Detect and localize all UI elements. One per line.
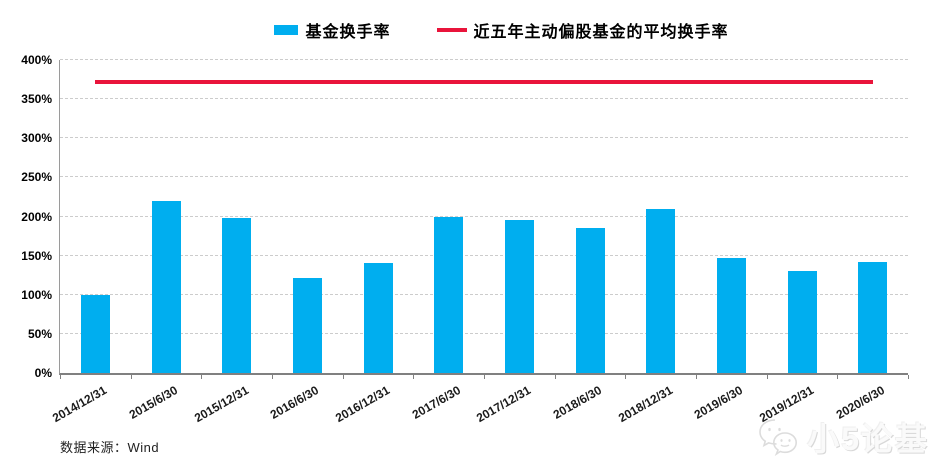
bar-2017/12/31[interactable] bbox=[504, 220, 534, 373]
x-axis-tick bbox=[625, 375, 627, 379]
bar-2015/12/31[interactable] bbox=[222, 218, 252, 373]
y-axis-label: 150% bbox=[21, 248, 52, 263]
y-axis-label: 300% bbox=[21, 131, 52, 146]
legend-label-bar-series: 基金换手率 bbox=[305, 24, 391, 41]
bar-2018/12/31[interactable] bbox=[646, 209, 676, 373]
x-axis-tick bbox=[201, 375, 203, 379]
x-axis-tick bbox=[484, 375, 485, 379]
legend-item-bar-series[interactable]: 基金换手率 bbox=[274, 18, 390, 42]
x-axis-label: 2018/12/31 bbox=[615, 383, 675, 426]
gridline bbox=[60, 137, 908, 139]
legend: 基金换手率 近五年主动偏股基金的平均换手率 bbox=[70, 18, 933, 42]
gridline bbox=[60, 254, 908, 256]
bar-2015/6/30[interactable] bbox=[151, 200, 181, 373]
gridline bbox=[60, 215, 908, 217]
x-axis-label: 2017/12/31 bbox=[474, 383, 534, 426]
plot-area bbox=[59, 59, 909, 379]
gridline bbox=[60, 98, 908, 100]
watermark: 小5论基 bbox=[757, 414, 929, 460]
bar-2019/6/30[interactable] bbox=[716, 257, 746, 373]
line-series-swatch-icon bbox=[436, 28, 467, 32]
x-axis-tick bbox=[342, 375, 344, 379]
legend-label-line-series: 近五年主动偏股基金的平均换手率 bbox=[473, 24, 729, 41]
x-axis-label: 2015/12/31 bbox=[191, 383, 251, 426]
x-axis-label: 2014/12/31 bbox=[50, 383, 110, 426]
x-axis-label: 2017/6/30 bbox=[409, 383, 463, 422]
y-axis-label: 250% bbox=[21, 170, 52, 185]
bar-2020/6/30[interactable] bbox=[858, 261, 888, 373]
gridline bbox=[60, 293, 908, 295]
x-axis-tick bbox=[837, 375, 839, 379]
y-axis-label: 50% bbox=[27, 326, 52, 341]
gridline bbox=[60, 332, 908, 334]
x-axis-label: 2019/12/31 bbox=[756, 383, 816, 426]
x-axis-label: 2016/12/31 bbox=[332, 383, 392, 426]
x-axis-label: 2015/6/30 bbox=[126, 383, 180, 422]
gridline bbox=[60, 59, 908, 60]
x-axis-label: 2020/6/30 bbox=[833, 383, 887, 422]
average-turnover-line bbox=[95, 79, 873, 84]
bar-2016/12/31[interactable] bbox=[363, 263, 393, 373]
x-axis-tick bbox=[908, 375, 909, 379]
bar-2018/6/30[interactable] bbox=[575, 228, 605, 373]
y-axis-label: 0% bbox=[34, 366, 52, 380]
x-axis-tick bbox=[60, 375, 61, 379]
x-axis-tick bbox=[766, 375, 768, 379]
y-axis-label: 350% bbox=[21, 92, 52, 107]
x-axis-label: 2019/6/30 bbox=[692, 383, 746, 422]
bar-2016/6/30[interactable] bbox=[292, 278, 322, 373]
x-axis-label: 2016/6/30 bbox=[268, 383, 322, 422]
bar-2014/12/31[interactable] bbox=[80, 294, 110, 373]
bar-2017/6/30[interactable] bbox=[434, 216, 464, 373]
x-axis-tick bbox=[696, 375, 697, 379]
watermark-text: 小5论基 bbox=[807, 421, 929, 457]
y-axis-label: 100% bbox=[21, 287, 52, 302]
x-axis-tick bbox=[413, 375, 415, 379]
gridline bbox=[60, 176, 908, 178]
data-source-label: 数据来源：Wind bbox=[60, 440, 160, 455]
bar-2019/12/31[interactable] bbox=[787, 270, 817, 373]
x-axis-tick bbox=[130, 375, 132, 379]
x-axis-tick bbox=[272, 375, 273, 379]
y-axis-label: 200% bbox=[21, 209, 52, 224]
y-axis-label: 400% bbox=[21, 53, 52, 67]
legend-item-line-series[interactable]: 近五年主动偏股基金的平均换手率 bbox=[436, 18, 729, 42]
bar-series-swatch-icon bbox=[274, 25, 299, 35]
x-axis-label: 2018/6/30 bbox=[550, 383, 604, 422]
x-axis-tick bbox=[554, 375, 556, 379]
